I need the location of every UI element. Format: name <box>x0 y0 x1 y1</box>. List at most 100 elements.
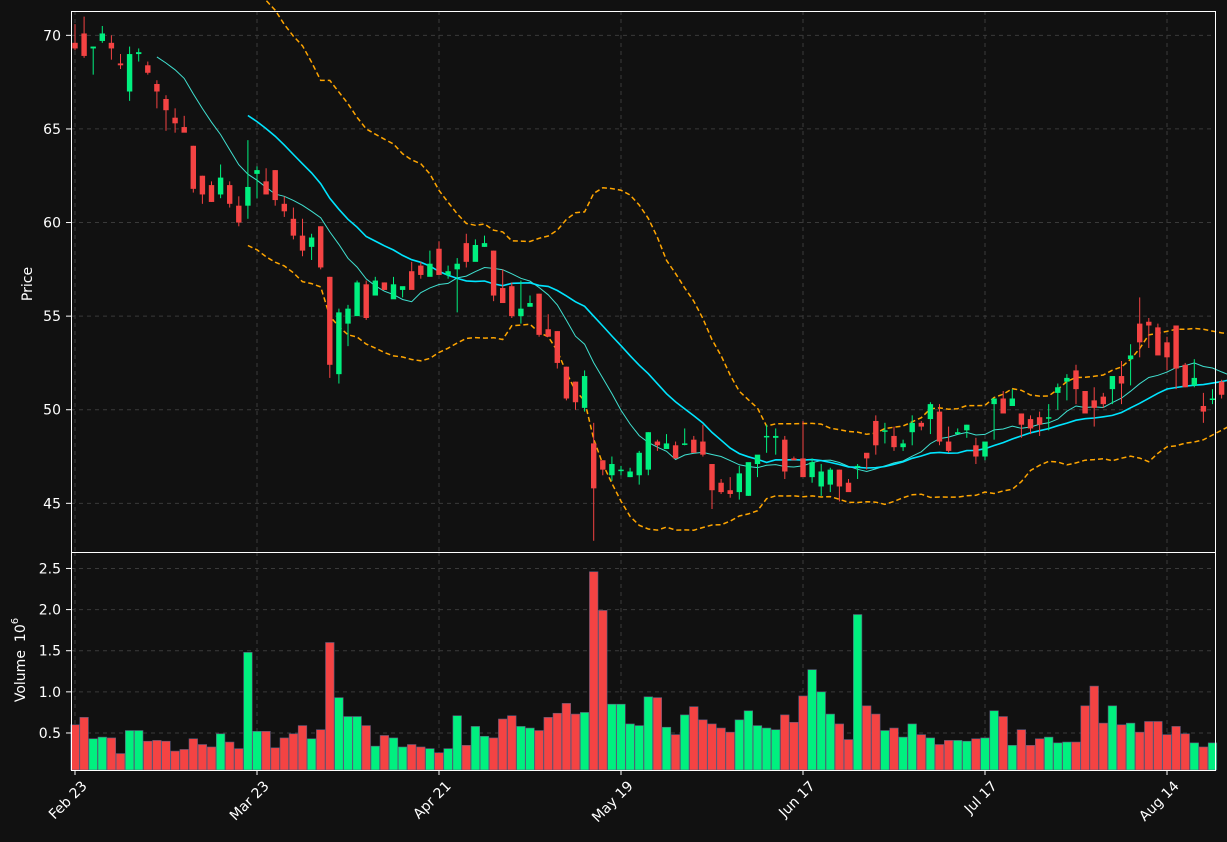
candle-body <box>909 422 915 433</box>
volume-bar <box>698 719 708 771</box>
candle-body <box>236 205 242 223</box>
candle-body <box>763 435 770 438</box>
volume-axis-exponent-power: 6 <box>10 618 21 624</box>
volume-bar <box>625 723 635 771</box>
candle-body <box>418 265 424 275</box>
candle-body <box>1018 413 1025 425</box>
volume-bar <box>379 735 390 771</box>
candle-body <box>481 243 488 247</box>
candle-body <box>918 422 924 427</box>
candle-body <box>827 469 833 485</box>
volume-panel: 0.5 1.0 1.5 2.0 2.5 Volume 106 <box>10 552 1218 771</box>
volume-bar <box>288 733 299 771</box>
candle-body <box>727 490 733 494</box>
candle-body <box>873 420 879 446</box>
candle-body <box>936 411 943 442</box>
candle-body <box>1155 327 1161 356</box>
volume-bar <box>252 731 262 771</box>
volume-bar <box>534 730 544 771</box>
volume-panel-frame <box>71 552 1216 771</box>
candle-body <box>1091 400 1097 408</box>
volume-tick-label: 2.5 <box>39 561 61 577</box>
candle-body <box>700 441 706 455</box>
volume-bar <box>243 652 253 771</box>
volume-bar <box>1016 729 1026 771</box>
candle-body <box>1209 398 1216 400</box>
volume-bar <box>934 744 945 771</box>
candle-body <box>490 250 497 296</box>
candle-body <box>263 181 269 195</box>
candle-body <box>1200 405 1207 412</box>
volume-bar <box>643 696 653 771</box>
candle-body <box>108 42 115 49</box>
candle-body <box>973 445 979 457</box>
volume-bar <box>925 737 935 771</box>
volume-bar <box>1080 705 1090 771</box>
volume-bar <box>570 713 581 771</box>
volume-bar <box>225 741 235 771</box>
candle-body <box>854 465 861 468</box>
volume-bar <box>716 727 726 771</box>
candle-body <box>181 127 187 133</box>
volume-tick-label: 1.5 <box>39 644 61 660</box>
volume-y-ticks: 0.5 1.0 1.5 2.0 2.5 <box>39 561 71 742</box>
volume-bar <box>1007 745 1017 771</box>
volume-bar <box>807 669 817 771</box>
candle-body <box>208 185 215 202</box>
candle-body <box>463 243 469 262</box>
volume-bar <box>561 703 571 771</box>
candle-body <box>1191 377 1197 386</box>
candle-body <box>290 218 297 236</box>
volume-bar <box>1135 731 1145 771</box>
volume-bar <box>170 750 180 771</box>
volume-bar <box>1198 746 1208 771</box>
candle-body <box>891 435 897 448</box>
bollinger-lower-line <box>247 244 1227 531</box>
volume-bar <box>507 715 517 771</box>
candle-body <box>745 462 752 496</box>
volume-bar <box>434 752 444 771</box>
volume-bar <box>488 737 499 771</box>
candle-body <box>945 441 952 451</box>
volume-axis-label-text: Volume <box>13 650 29 702</box>
candle-body <box>1109 376 1116 390</box>
volume-bar <box>216 733 226 771</box>
candle-body <box>500 288 506 304</box>
candle-body <box>591 443 597 489</box>
candle-body <box>1000 398 1006 414</box>
volume-bar <box>1071 741 1081 771</box>
volume-bar <box>370 745 380 771</box>
candle-body <box>272 170 278 201</box>
candle-body <box>154 84 160 92</box>
volume-bar <box>1098 722 1108 771</box>
candles <box>72 16 1225 541</box>
candle-body <box>372 280 378 296</box>
candle-body <box>318 226 324 268</box>
volume-bar <box>707 723 717 771</box>
volume-bar <box>525 727 535 771</box>
candle-body <box>1218 381 1225 395</box>
volume-axis-exponent-base: 10 <box>13 624 29 642</box>
candle-body <box>900 443 906 448</box>
candle-body <box>636 452 642 476</box>
candle-body <box>509 286 515 317</box>
volume-bar <box>279 737 289 771</box>
volume-bar <box>989 710 999 771</box>
candle-body <box>136 52 142 55</box>
candle-body <box>1127 355 1134 360</box>
volume-axis-label: Volume 106 <box>10 618 29 702</box>
candle-body <box>1082 391 1088 414</box>
volume-bar <box>598 610 608 771</box>
volume-bar <box>734 719 744 771</box>
volume-bar <box>980 737 990 771</box>
candle-body <box>982 441 988 457</box>
candle-body <box>117 63 124 66</box>
volume-bar <box>234 748 244 771</box>
volume-bar <box>1162 734 1172 771</box>
volume-bar <box>943 740 954 771</box>
candle-body <box>845 482 852 493</box>
volume-bar <box>816 691 826 771</box>
candle-body <box>81 33 87 56</box>
candle-body <box>682 443 688 445</box>
candle-body <box>445 271 451 275</box>
